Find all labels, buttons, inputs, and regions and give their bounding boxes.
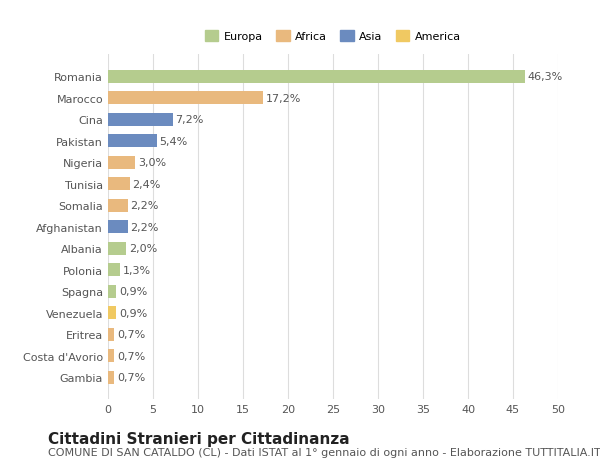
Text: 0,7%: 0,7%: [117, 351, 145, 361]
Text: 3,0%: 3,0%: [138, 158, 166, 168]
Text: 0,7%: 0,7%: [117, 372, 145, 382]
Bar: [108, 349, 114, 362]
Bar: [108, 135, 157, 148]
Bar: [108, 263, 120, 276]
Text: 0,9%: 0,9%: [119, 308, 147, 318]
Bar: [108, 92, 263, 105]
Bar: [108, 371, 114, 384]
Bar: [108, 199, 128, 212]
Bar: [108, 178, 130, 191]
Bar: [108, 285, 116, 298]
Text: Cittadini Stranieri per Cittadinanza: Cittadini Stranieri per Cittadinanza: [48, 431, 350, 447]
Legend: Europa, Africa, Asia, America: Europa, Africa, Asia, America: [200, 26, 466, 46]
Text: 7,2%: 7,2%: [176, 115, 204, 125]
Text: 17,2%: 17,2%: [265, 94, 301, 104]
Bar: [108, 71, 525, 84]
Bar: [108, 221, 128, 234]
Text: COMUNE DI SAN CATALDO (CL) - Dati ISTAT al 1° gennaio di ogni anno - Elaborazion: COMUNE DI SAN CATALDO (CL) - Dati ISTAT …: [48, 448, 600, 458]
Text: 46,3%: 46,3%: [527, 72, 563, 82]
Text: 0,7%: 0,7%: [117, 330, 145, 339]
Bar: [108, 113, 173, 127]
Bar: [108, 242, 126, 255]
Text: 2,2%: 2,2%: [131, 222, 159, 232]
Text: 2,0%: 2,0%: [128, 244, 157, 254]
Text: 1,3%: 1,3%: [122, 265, 151, 275]
Text: 2,4%: 2,4%: [133, 179, 161, 189]
Bar: [108, 307, 116, 319]
Bar: [108, 157, 135, 169]
Bar: [108, 328, 114, 341]
Text: 2,2%: 2,2%: [131, 201, 159, 211]
Text: 0,9%: 0,9%: [119, 286, 147, 297]
Text: 5,4%: 5,4%: [160, 136, 188, 146]
